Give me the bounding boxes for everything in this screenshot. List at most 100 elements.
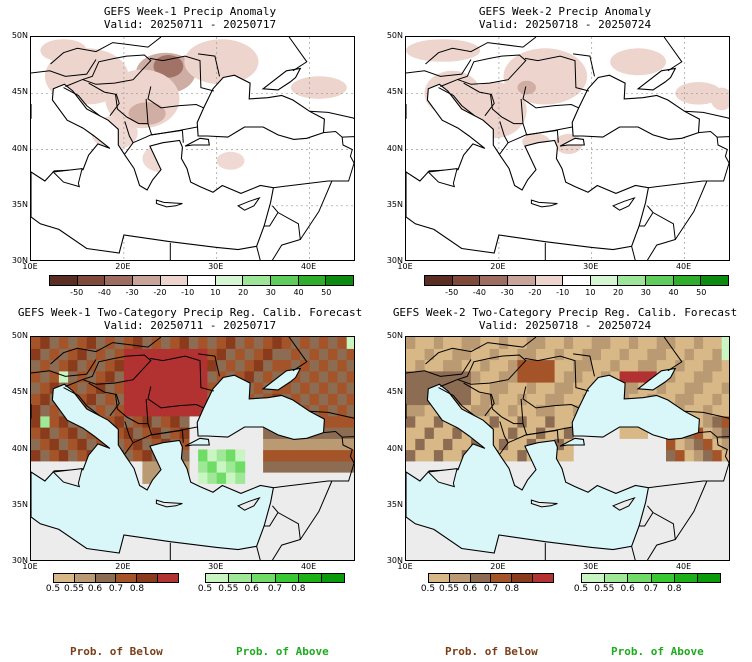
lat-label: 30N (11, 256, 28, 265)
lon-label: 30E (583, 562, 599, 571)
anomaly-colorbar-label: -20 (153, 288, 167, 297)
anomaly-colorbar-label: 40 (293, 288, 304, 297)
prob-colorbar-label: 0.8 (291, 584, 306, 594)
colorbar-swatch (252, 574, 276, 582)
colorbar-swatch (275, 574, 299, 582)
anomaly-colorbar-label: 10 (585, 288, 596, 297)
lon-label: 40E (300, 562, 317, 571)
week1-anomaly-map (30, 36, 355, 261)
panel-3-title: GEFS Week-1 Two-Category Precip Reg. Cal… (17, 306, 363, 319)
anomaly-colorbar-label: 50 (696, 288, 707, 297)
colorbar-swatch (605, 574, 629, 582)
colorbar-swatch (271, 276, 299, 285)
anomaly-colorbar-label: 10 (210, 288, 221, 297)
prob-colorbar-label: 0.55 (218, 584, 239, 594)
lon-label: 10E (397, 562, 413, 571)
anomaly-colorbar-label: -50 (70, 288, 84, 297)
lat-label: 45N (386, 387, 403, 397)
lat-label: 35N (11, 199, 28, 209)
colorbar-swatch (628, 574, 652, 582)
anomaly-colorbar-label: -40 (472, 288, 486, 297)
lat-label: 35N (386, 499, 403, 509)
prob-colorbar-label: 0.5 (573, 584, 589, 594)
colorbar-swatch (507, 276, 536, 285)
colorbar-swatch (618, 276, 647, 285)
colorbar-swatch (491, 574, 513, 582)
lat-label: 50N (11, 331, 28, 340)
prob-colorbar-label: 0.55 (594, 584, 615, 594)
prob-colorbar-label: 0.6 (462, 584, 478, 594)
anomaly-colorbar-2 (424, 275, 729, 286)
lat-label: 50N (386, 331, 403, 340)
lon-label: 10E (22, 262, 38, 271)
anomaly-colorbar-1 (49, 275, 354, 286)
lat-label: 30N (11, 556, 28, 565)
panel-4-title: GEFS Week-2 Two-Category Precip Reg. Cal… (392, 306, 738, 319)
anomaly-colorbar-label: -40 (97, 288, 111, 297)
colorbar-swatch (582, 574, 606, 582)
lon-label: 20E (115, 262, 131, 271)
colorbar-swatch (116, 574, 138, 582)
prob-above-label-1: Prob. of Above (236, 645, 329, 658)
anomaly-colorbar-label: -50 (445, 288, 459, 297)
lon-label: 40E (675, 262, 692, 271)
panel-4-valid: Valid: 20250718 - 20250724 (478, 319, 652, 332)
prob-above-label-2: Prob. of Above (611, 645, 704, 658)
week2-probability-map (405, 336, 730, 561)
anomaly-colorbar-label: 20 (612, 288, 624, 297)
colorbar-swatch (206, 574, 230, 582)
colorbar-swatch (326, 276, 354, 285)
lon-label: 40E (300, 262, 317, 271)
colorbar-swatch (590, 276, 619, 285)
anomaly-colorbar-label: 20 (237, 288, 249, 297)
anomaly-colorbar-label: -20 (528, 288, 542, 297)
colorbar-swatch (425, 276, 453, 285)
lon-label: 10E (397, 262, 413, 271)
prob-below-label-2: Prob. of Below (445, 645, 538, 658)
prob-colorbar-label: 0.7 (108, 584, 124, 594)
colorbar-swatch (674, 574, 698, 582)
lat-label: 40N (11, 443, 28, 453)
colorbar-swatch (452, 276, 481, 285)
colorbar-swatch (158, 574, 178, 582)
lon-label: 30E (208, 562, 224, 571)
lat-label: 35N (386, 199, 403, 209)
prob-below-label-1: Prob. of Below (70, 645, 163, 658)
colorbar-swatch (243, 276, 272, 285)
lat-label: 40N (11, 143, 28, 153)
prob-colorbar-label: 0.8 (129, 584, 145, 594)
colorbar-swatch (229, 574, 253, 582)
prob-colorbar-label: 0.5 (420, 584, 436, 594)
lat-label: 50N (11, 31, 28, 40)
prob-colorbar-label: 0.6 (87, 584, 103, 594)
anomaly-colorbar-label: -30 (500, 288, 514, 297)
lat-label: 45N (386, 87, 403, 97)
lat-label: 40N (386, 443, 403, 453)
colorbar-swatch (132, 276, 161, 285)
prob-colorbar-label: 0.8 (504, 584, 520, 594)
panel-1-title: GEFS Week-1 Precip Anomaly (103, 5, 277, 18)
colorbar-swatch (215, 276, 244, 285)
lon-label: 10E (22, 562, 38, 571)
prob-colorbar-label: 0.7 (643, 584, 659, 594)
colorbar-swatch (77, 276, 106, 285)
colorbar-swatch (105, 276, 133, 285)
lat-label: 45N (11, 87, 28, 97)
anomaly-colorbar-label: 30 (640, 288, 651, 297)
prob-colorbar-label: 0.8 (667, 584, 682, 594)
colorbar-swatch (533, 574, 553, 582)
prob-colorbar-label: 0.55 (63, 584, 85, 594)
prob-colorbar-label: 0.5 (197, 584, 213, 594)
colorbar-swatch (651, 574, 675, 582)
lat-label: 45N (11, 387, 28, 397)
colorbar-swatch (673, 276, 702, 285)
lat-label: 30N (386, 556, 403, 565)
colorbar-swatch (50, 276, 78, 285)
above-colorbar-1 (205, 573, 345, 583)
prob-colorbar-label: 0.7 (483, 584, 499, 594)
colorbar-swatch (701, 276, 729, 285)
colorbar-swatch (54, 574, 75, 582)
prob-colorbar-label: 0.6 (620, 584, 635, 594)
colorbar-swatch (74, 574, 96, 582)
colorbar-swatch (449, 574, 471, 582)
